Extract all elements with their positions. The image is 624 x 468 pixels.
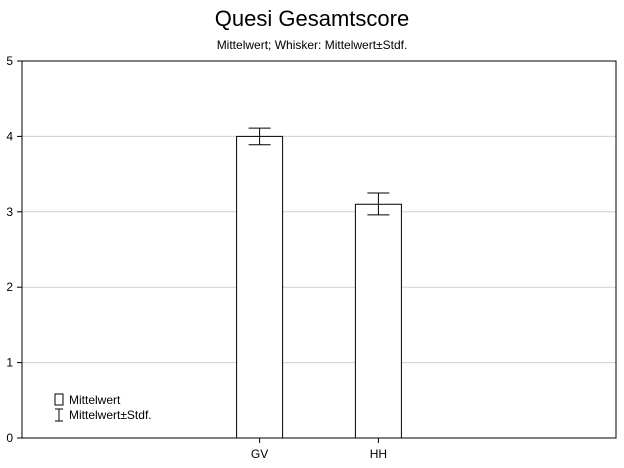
chart-title: Quesi Gesamtscore (214, 6, 410, 31)
y-tick-label: 0 (6, 431, 13, 445)
x-tick-label: HH (370, 447, 387, 461)
y-tick-label: 3 (6, 205, 13, 219)
x-tick-label: GV (251, 447, 268, 461)
y-tick-label: 1 (6, 356, 13, 370)
plot-frame (21, 60, 617, 439)
y-tick-label: 5 (6, 54, 13, 68)
y-tick-label: 4 (6, 129, 13, 143)
legend-label: Mittelwert±Stdf. (69, 408, 152, 422)
bar (236, 135, 284, 439)
y-tick-label: 2 (6, 280, 13, 294)
legend-box-symbol (54, 393, 64, 406)
bar (354, 203, 402, 439)
legend-label: Mittelwert (69, 393, 121, 407)
chart-subtitle: Mittelwert; Whisker: Mittelwert±Stdf. (216, 38, 408, 52)
